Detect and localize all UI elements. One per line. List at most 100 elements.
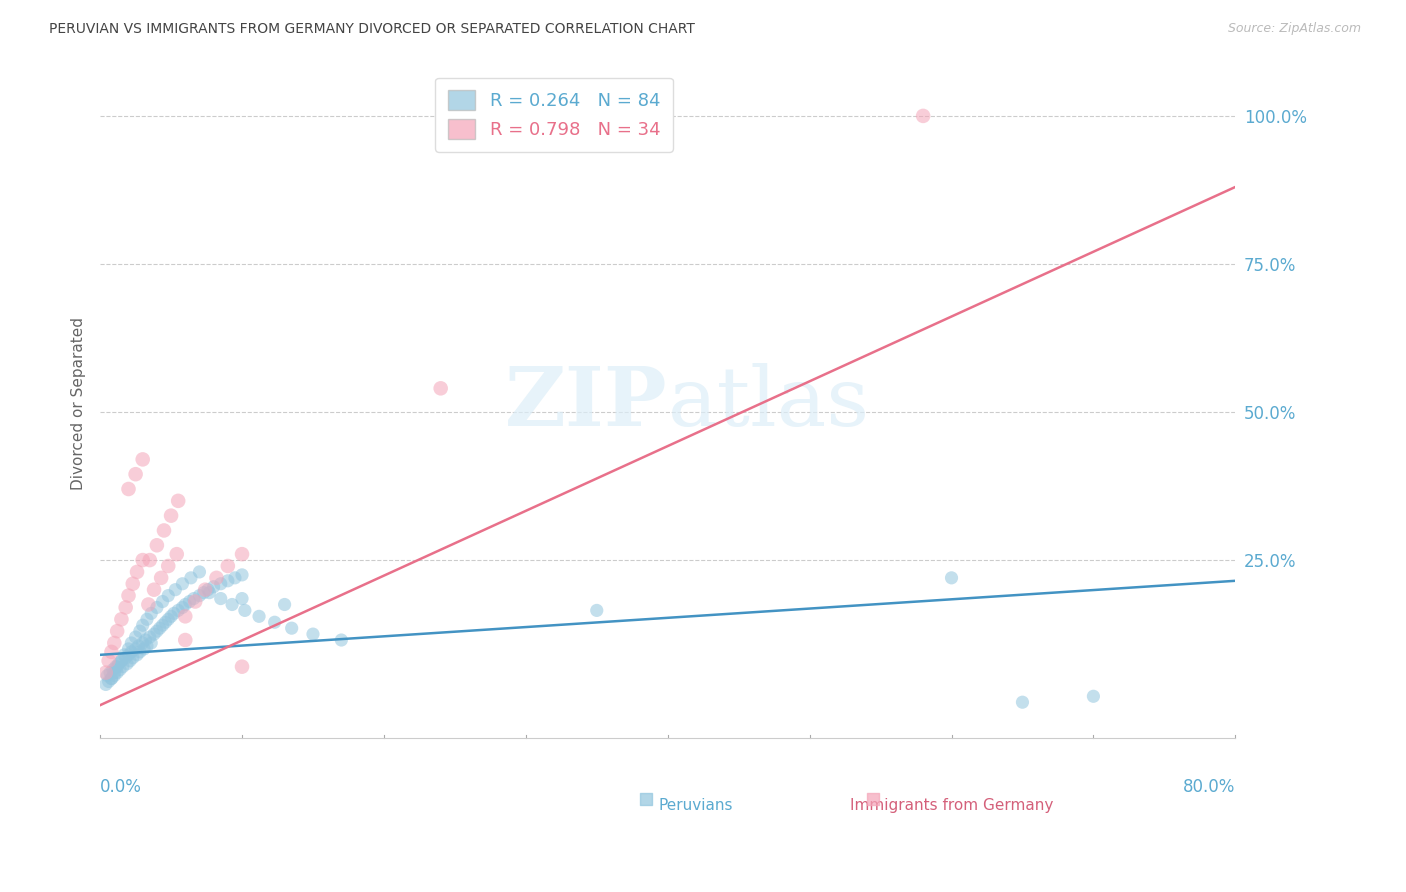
Point (180, 571, 202, 585)
Point (118, 654, 141, 668)
Point (163, 607, 186, 621)
Point (121, 650, 143, 665)
Point (124, 630, 146, 644)
Point (103, 665, 125, 680)
Point (179, 594, 201, 608)
Point (202, 580, 225, 594)
Point (198, 585, 221, 599)
Point (280, 621, 302, 635)
Point (183, 591, 205, 606)
Point (193, 585, 215, 599)
Point (184, 594, 207, 608)
Text: Immigrants from Germany: Immigrants from Germany (849, 798, 1053, 813)
Point (941, 571, 963, 585)
Point (1011, 695, 1033, 709)
Point (110, 612, 132, 626)
Point (114, 650, 136, 665)
Point (124, 641, 146, 656)
Point (153, 524, 176, 538)
Text: 80.0%: 80.0% (1182, 778, 1236, 796)
Point (138, 598, 160, 612)
Point (100, 672, 122, 686)
Point (98, 665, 121, 680)
Point (139, 630, 162, 644)
Point (188, 589, 211, 603)
Point (224, 571, 246, 585)
Point (110, 654, 132, 668)
Point (112, 648, 135, 662)
Point (97, 674, 120, 689)
Point (152, 618, 174, 632)
Point (209, 576, 232, 591)
Point (157, 612, 180, 626)
Point (135, 633, 157, 648)
Point (131, 636, 153, 650)
Point (172, 576, 194, 591)
Point (114, 600, 136, 615)
Point (167, 603, 190, 617)
Point (330, 633, 353, 648)
Point (136, 612, 159, 626)
Point (131, 553, 153, 567)
Point (100, 672, 122, 686)
Point (128, 624, 150, 639)
Point (124, 467, 146, 482)
Point (146, 624, 169, 639)
Point (1083, 690, 1105, 704)
Point (217, 574, 239, 588)
Point (125, 565, 148, 579)
Point (302, 627, 325, 641)
Point (97, 654, 120, 668)
Point (120, 645, 142, 659)
Point (160, 609, 183, 624)
Point (105, 624, 128, 639)
Point (127, 639, 149, 653)
Point (141, 607, 163, 621)
Point (174, 609, 197, 624)
Point (194, 582, 217, 597)
Point (136, 639, 159, 653)
Point (103, 668, 125, 682)
Text: Peruvians: Peruvians (659, 798, 734, 813)
Point (912, 109, 935, 123)
Point (125, 648, 148, 662)
Point (107, 657, 129, 671)
Point (429, 381, 451, 395)
Point (217, 559, 239, 574)
Point (146, 538, 169, 552)
Point (121, 576, 143, 591)
Point (231, 659, 253, 673)
Point (94, 665, 117, 680)
Point (146, 600, 169, 615)
Point (128, 645, 150, 659)
Point (157, 589, 180, 603)
Point (172, 600, 194, 615)
Point (209, 591, 232, 606)
Legend: R = 0.264   N = 84, R = 0.798   N = 34: R = 0.264 N = 84, R = 0.798 N = 34 (436, 78, 673, 152)
Point (188, 565, 211, 579)
Point (636, 756, 658, 770)
Point (231, 547, 253, 561)
Point (143, 582, 166, 597)
Point (131, 452, 153, 467)
Point (150, 571, 173, 585)
Point (174, 598, 197, 612)
Point (105, 665, 128, 680)
Point (585, 603, 607, 617)
Point (247, 609, 270, 624)
Point (139, 553, 162, 567)
Point (157, 559, 180, 574)
Point (104, 659, 127, 673)
Point (115, 657, 138, 671)
Point (96, 668, 118, 682)
Point (105, 659, 128, 673)
Text: PERUVIAN VS IMMIGRANTS FROM GERMANY DIVORCED OR SEPARATED CORRELATION CHART: PERUVIAN VS IMMIGRANTS FROM GERMANY DIVO… (49, 22, 695, 37)
Text: Source: ZipAtlas.com: Source: ZipAtlas.com (1227, 22, 1361, 36)
Point (149, 621, 172, 635)
Point (233, 603, 256, 617)
Point (205, 571, 228, 585)
Point (231, 567, 253, 582)
Point (101, 663, 124, 677)
Point (165, 582, 187, 597)
Point (155, 615, 177, 630)
